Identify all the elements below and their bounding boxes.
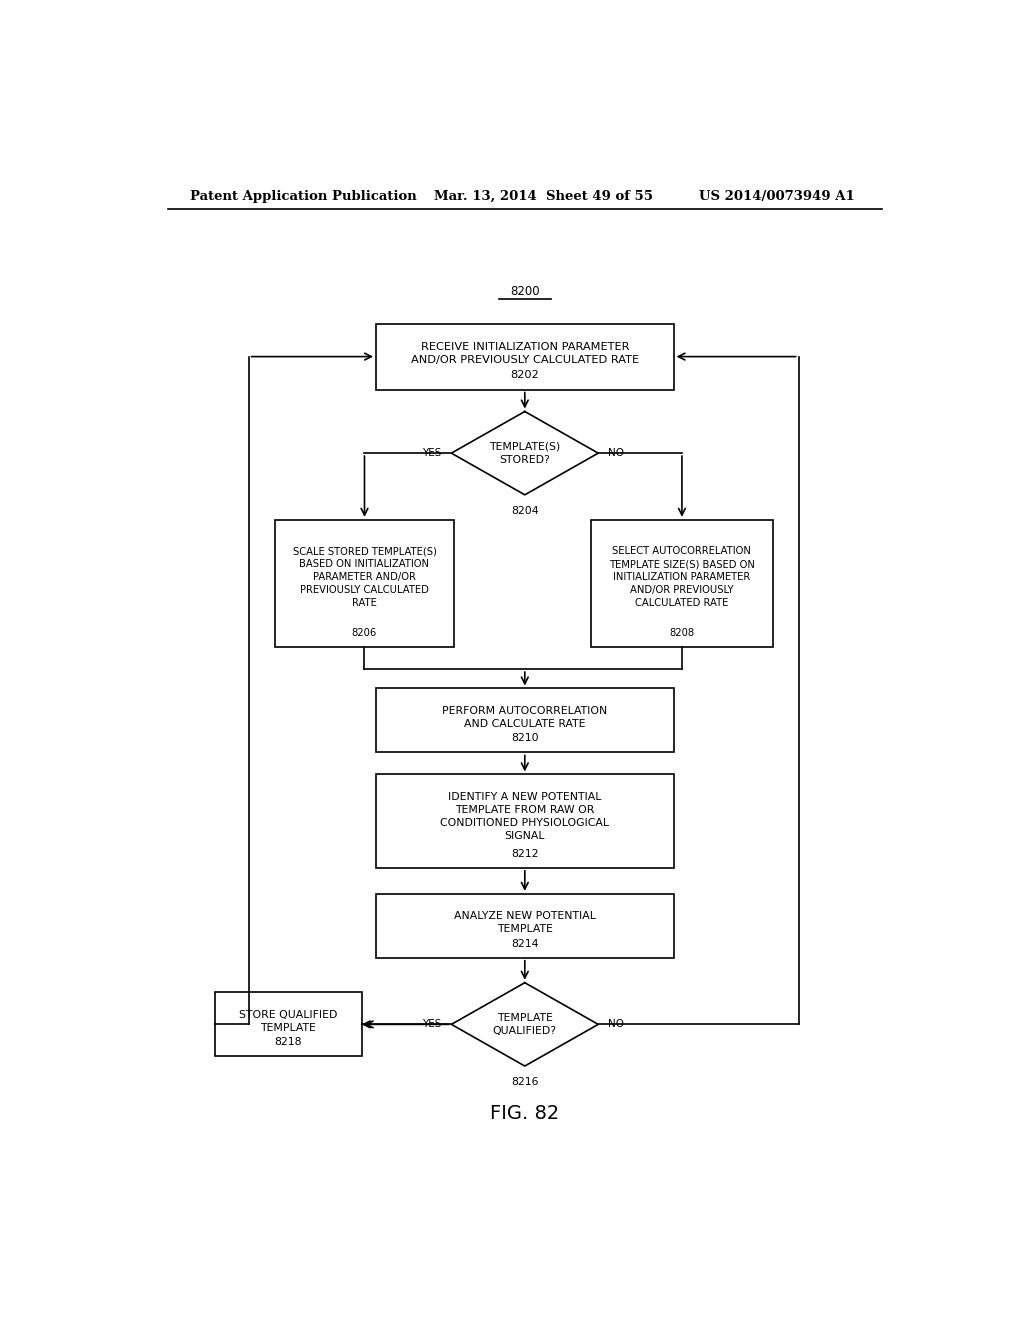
Text: TEMPLATE
QUALIFIED?: TEMPLATE QUALIFIED? bbox=[493, 1012, 557, 1036]
Polygon shape bbox=[452, 412, 598, 495]
FancyBboxPatch shape bbox=[591, 520, 773, 647]
FancyBboxPatch shape bbox=[376, 689, 674, 752]
Text: STORE QUALIFIED
TEMPLATE: STORE QUALIFIED TEMPLATE bbox=[240, 1010, 338, 1032]
Text: TEMPLATE(S)
STORED?: TEMPLATE(S) STORED? bbox=[489, 442, 560, 465]
Text: Patent Application Publication: Patent Application Publication bbox=[189, 190, 417, 203]
FancyBboxPatch shape bbox=[376, 775, 674, 867]
Text: RECEIVE INITIALIZATION PARAMETER
AND/OR PREVIOUSLY CALCULATED RATE: RECEIVE INITIALIZATION PARAMETER AND/OR … bbox=[411, 342, 639, 364]
Text: Mar. 13, 2014  Sheet 49 of 55: Mar. 13, 2014 Sheet 49 of 55 bbox=[433, 190, 652, 203]
Text: YES: YES bbox=[423, 1019, 442, 1030]
Text: US 2014/0073949 A1: US 2014/0073949 A1 bbox=[699, 190, 855, 203]
Text: ANALYZE NEW POTENTIAL
TEMPLATE: ANALYZE NEW POTENTIAL TEMPLATE bbox=[454, 911, 596, 935]
FancyBboxPatch shape bbox=[275, 520, 454, 647]
FancyBboxPatch shape bbox=[376, 323, 674, 389]
Text: 8210: 8210 bbox=[511, 733, 539, 743]
Text: NO: NO bbox=[607, 1019, 624, 1030]
Text: 8206: 8206 bbox=[352, 627, 377, 638]
Text: 8208: 8208 bbox=[670, 627, 694, 638]
Polygon shape bbox=[452, 982, 598, 1067]
FancyBboxPatch shape bbox=[376, 894, 674, 958]
Text: YES: YES bbox=[423, 449, 442, 458]
FancyBboxPatch shape bbox=[215, 993, 361, 1056]
Text: 8216: 8216 bbox=[511, 1077, 539, 1088]
Text: 8212: 8212 bbox=[511, 849, 539, 858]
Text: FIG. 82: FIG. 82 bbox=[490, 1105, 559, 1123]
Text: 8214: 8214 bbox=[511, 939, 539, 949]
Text: PERFORM AUTOCORRELATION
AND CALCULATE RATE: PERFORM AUTOCORRELATION AND CALCULATE RA… bbox=[442, 706, 607, 729]
Text: NO: NO bbox=[607, 449, 624, 458]
Text: 8202: 8202 bbox=[510, 371, 540, 380]
Text: IDENTIFY A NEW POTENTIAL
TEMPLATE FROM RAW OR
CONDITIONED PHYSIOLOGICAL
SIGNAL: IDENTIFY A NEW POTENTIAL TEMPLATE FROM R… bbox=[440, 792, 609, 841]
Text: 8218: 8218 bbox=[274, 1038, 302, 1047]
Text: 8200: 8200 bbox=[510, 285, 540, 298]
Text: 8204: 8204 bbox=[511, 506, 539, 516]
Text: SELECT AUTOCORRELATION
TEMPLATE SIZE(S) BASED ON
INITIALIZATION PARAMETER
AND/OR: SELECT AUTOCORRELATION TEMPLATE SIZE(S) … bbox=[609, 546, 755, 607]
Text: SCALE STORED TEMPLATE(S)
BASED ON INITIALIZATION
PARAMETER AND/OR
PREVIOUSLY CAL: SCALE STORED TEMPLATE(S) BASED ON INITIA… bbox=[293, 546, 436, 607]
